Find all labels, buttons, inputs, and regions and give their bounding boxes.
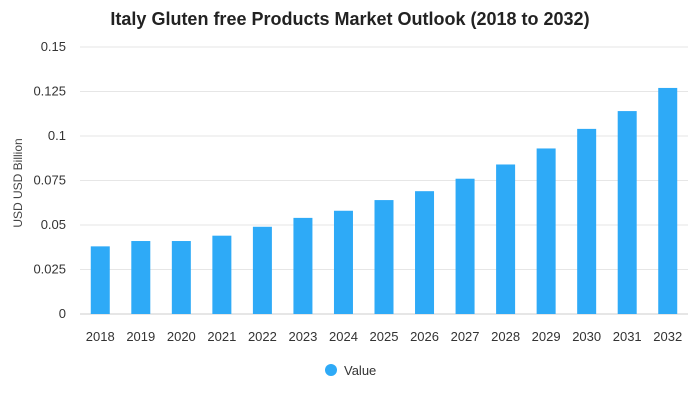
bar-2024[interactable] bbox=[333, 210, 353, 314]
x-tick-label: 2026 bbox=[410, 329, 439, 344]
x-tick-label: 2025 bbox=[370, 329, 399, 344]
bar-2027[interactable] bbox=[455, 178, 475, 314]
bars bbox=[90, 87, 678, 314]
x-tick-label: 2019 bbox=[126, 329, 155, 344]
x-tick-label: 2029 bbox=[532, 329, 561, 344]
bar-2026[interactable] bbox=[415, 191, 435, 314]
x-tick-label: 2018 bbox=[86, 329, 115, 344]
bar-2018[interactable] bbox=[90, 246, 110, 314]
x-tick-label: 2022 bbox=[248, 329, 277, 344]
x-tick-label: 2023 bbox=[288, 329, 317, 344]
y-tick-label: 0.1 bbox=[48, 128, 66, 143]
legend-label-value: Value bbox=[344, 363, 376, 378]
y-tick-label: 0.05 bbox=[41, 217, 66, 232]
bar-2020[interactable] bbox=[171, 241, 191, 314]
x-axis-ticks: 2018 2019 2020 2021 2022 2023 2024 2025 2026 2027… bbox=[86, 329, 682, 344]
bar-2022[interactable] bbox=[252, 226, 272, 314]
bar-2031[interactable] bbox=[617, 111, 637, 314]
y-tick-label: 0.075 bbox=[33, 173, 66, 188]
x-tick-label: 2020 bbox=[167, 329, 196, 344]
x-tick-label: 2027 bbox=[451, 329, 480, 344]
legend-swatch-value bbox=[325, 364, 337, 376]
y-tick-label: 0.15 bbox=[41, 39, 66, 54]
bar-2025[interactable] bbox=[374, 200, 394, 314]
y-tick-label: 0 bbox=[59, 306, 66, 321]
bar-2019[interactable] bbox=[131, 241, 151, 314]
bar-2023[interactable] bbox=[293, 217, 313, 314]
bar-2021[interactable] bbox=[212, 235, 232, 314]
bar-2029[interactable] bbox=[536, 148, 556, 314]
chart-title: Italy Gluten free Products Market Outloo… bbox=[110, 9, 590, 29]
y-axis-ticks: 0 0.025 0.05 0.075 0.1 0.125 0.15 bbox=[33, 39, 66, 321]
y-axis-title: USD USD Billion bbox=[11, 138, 25, 227]
x-tick-label: 2031 bbox=[613, 329, 642, 344]
bar-2032[interactable] bbox=[658, 87, 678, 314]
x-tick-label: 2024 bbox=[329, 329, 358, 344]
x-tick-label: 2028 bbox=[491, 329, 520, 344]
y-tick-label: 0.125 bbox=[33, 84, 66, 99]
bar-2030[interactable] bbox=[577, 128, 597, 314]
x-tick-label: 2030 bbox=[572, 329, 601, 344]
bar-2028[interactable] bbox=[496, 164, 516, 314]
x-tick-label: 2032 bbox=[653, 329, 682, 344]
legend[interactable]: Value bbox=[325, 363, 376, 378]
x-tick-label: 2021 bbox=[207, 329, 236, 344]
y-tick-label: 0.025 bbox=[33, 262, 66, 277]
